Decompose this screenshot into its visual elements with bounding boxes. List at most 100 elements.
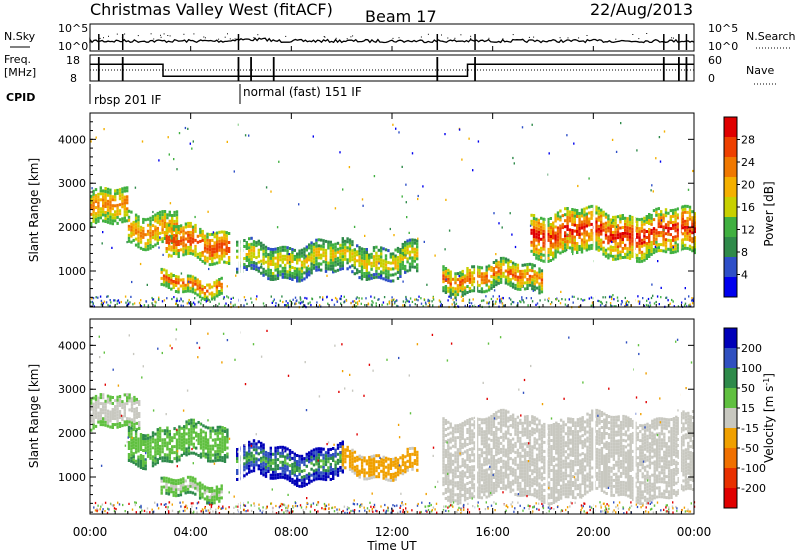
colorbar-tick-label: 4 bbox=[741, 269, 748, 282]
heatmap-cell bbox=[638, 230, 641, 234]
heatmap-cell bbox=[456, 487, 460, 491]
heatmap-cell bbox=[207, 438, 210, 442]
heatmap-cell bbox=[454, 278, 457, 282]
heatmap-cell bbox=[660, 249, 663, 253]
heatmap-cell bbox=[660, 234, 663, 238]
heatmap-cell bbox=[456, 499, 460, 503]
heatmap-cell bbox=[190, 451, 193, 455]
heatmap-cell bbox=[571, 211, 574, 214]
heatmap-cell bbox=[109, 206, 112, 210]
noise-search-point bbox=[470, 37, 472, 39]
heatmap-cell bbox=[387, 478, 390, 482]
heatmap-cell bbox=[600, 211, 603, 215]
heatmap-cell bbox=[208, 283, 211, 287]
heatmap-cell bbox=[442, 432, 445, 436]
heatmap-cell bbox=[272, 251, 275, 254]
heatmap-cell bbox=[134, 219, 138, 223]
heatmap-cell bbox=[286, 255, 289, 259]
heatmap-cell bbox=[134, 429, 138, 433]
heatmap-cell bbox=[97, 204, 100, 208]
heatmap-cell bbox=[269, 473, 272, 477]
heatmap-cell bbox=[468, 489, 472, 493]
heatmap-cell bbox=[356, 268, 359, 272]
heatmap-speckle bbox=[187, 301, 190, 304]
heatmap-cell bbox=[365, 251, 368, 254]
heatmap-cell bbox=[118, 191, 122, 195]
heatmap-cell bbox=[170, 245, 173, 249]
heatmap-cell bbox=[463, 280, 467, 284]
heatmap-cell bbox=[360, 274, 364, 278]
heatmap-cell bbox=[162, 476, 166, 480]
heatmap-cell bbox=[175, 444, 179, 448]
heatmap-cell bbox=[248, 443, 251, 447]
heatmap-cell bbox=[102, 213, 105, 217]
heatmap-cell bbox=[442, 447, 445, 451]
heatmap-cell bbox=[165, 229, 168, 232]
heatmap-cell bbox=[317, 253, 320, 257]
heatmap-cell bbox=[691, 246, 694, 250]
heatmap-cell bbox=[303, 463, 306, 467]
heatmap-cell bbox=[206, 501, 209, 505]
heatmap-cell bbox=[109, 221, 112, 225]
heatmap-cell bbox=[324, 469, 328, 473]
heatmap-cell bbox=[648, 231, 651, 234]
heatmap-cell bbox=[583, 243, 586, 247]
heatmap-cell bbox=[284, 257, 287, 261]
heatmap-cell bbox=[116, 188, 119, 192]
heatmap-cell bbox=[264, 474, 268, 478]
heatmap-cell bbox=[449, 461, 452, 465]
heatmap-speckle bbox=[649, 301, 651, 304]
heatmap-cell bbox=[348, 250, 352, 254]
heatmap-cell bbox=[106, 412, 110, 416]
heatmap-cell bbox=[149, 435, 152, 439]
heatmap-cell bbox=[416, 269, 419, 273]
heatmap-cell bbox=[684, 246, 687, 250]
heatmap-cell bbox=[645, 248, 648, 251]
heatmap-cell bbox=[507, 261, 510, 265]
heatmap-cell bbox=[97, 192, 100, 196]
heatmap-cell bbox=[485, 280, 488, 284]
heatmap-speckle bbox=[580, 298, 582, 301]
heatmap-cell bbox=[495, 271, 498, 275]
heatmap-cell bbox=[556, 241, 560, 245]
heatmap-cell bbox=[187, 434, 191, 438]
heatmap-cell bbox=[339, 460, 342, 463]
heatmap-speckle bbox=[275, 302, 277, 305]
heatmap-cell bbox=[612, 230, 615, 234]
heatmap-cell bbox=[341, 451, 345, 455]
heatmap-cell bbox=[444, 419, 448, 422]
heatmap-cell bbox=[540, 284, 544, 288]
heatmap-cell bbox=[636, 244, 639, 248]
heatmap-speckle bbox=[302, 300, 304, 303]
heatmap-cell bbox=[537, 254, 540, 258]
heatmap-cell bbox=[190, 421, 193, 425]
heatmap-cell bbox=[296, 484, 299, 487]
heatmap-speckle bbox=[168, 153, 170, 156]
heatmap-cell bbox=[180, 444, 183, 448]
heatmap-speckle bbox=[417, 299, 419, 302]
heatmap-cell bbox=[449, 440, 452, 444]
heatmap-cell bbox=[530, 240, 533, 244]
heatmap-cell bbox=[619, 238, 622, 242]
heatmap-cell bbox=[215, 497, 219, 501]
heatmap-cell bbox=[204, 431, 207, 435]
heatmap-cell bbox=[461, 421, 464, 425]
heatmap-cell bbox=[648, 243, 651, 246]
heatmap-cell bbox=[255, 244, 258, 248]
heatmap-cell bbox=[167, 480, 171, 484]
heatmap-cell bbox=[215, 237, 219, 241]
heatmap-cell bbox=[213, 296, 216, 300]
heatmap-cell bbox=[392, 252, 395, 256]
heatmap-cell bbox=[459, 438, 462, 442]
heatmap-cell bbox=[149, 225, 152, 229]
heatmap-cell bbox=[189, 242, 192, 246]
heatmap-cell bbox=[218, 257, 221, 261]
heatmap-cell bbox=[485, 495, 488, 499]
heatmap-cell bbox=[480, 466, 484, 470]
heatmap-cell bbox=[401, 463, 405, 467]
heatmap-speckle bbox=[352, 300, 354, 303]
heatmap-cell bbox=[454, 460, 457, 464]
noise-search-point bbox=[350, 36, 352, 38]
heatmap-speckle bbox=[326, 274, 328, 277]
heatmap-speckle bbox=[378, 298, 380, 301]
